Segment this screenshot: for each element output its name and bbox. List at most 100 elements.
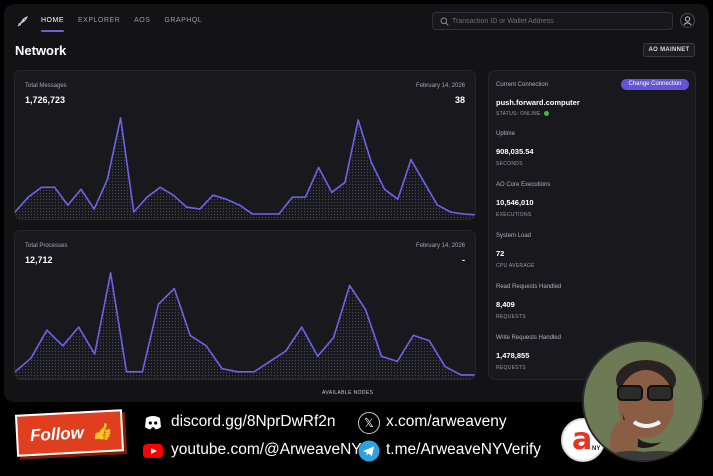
discord-link[interactable]: discord.gg/8NprDwRf2n <box>171 413 336 430</box>
messages-chart-point-1[interactable] <box>27 196 29 198</box>
processes-chart-point-0[interactable] <box>15 371 16 373</box>
processes-chart-point-19[interactable] <box>316 355 319 357</box>
messages-chart-point-13[interactable] <box>185 206 188 208</box>
messages-chart-point-16[interactable] <box>225 198 227 200</box>
messages-chart-point-18[interactable] <box>251 213 254 215</box>
x-icon: 𝕏 <box>358 412 380 434</box>
processes-chart-point-2[interactable] <box>46 329 48 331</box>
processes-chart-point-20[interactable] <box>332 336 335 339</box>
messages-chart-point-33[interactable] <box>449 211 452 213</box>
processes-card: Total Processes 12,712 February 14, 2026… <box>14 230 476 380</box>
user-account-button[interactable] <box>680 13 695 28</box>
messages-chart-point-25[interactable] <box>344 181 346 184</box>
messages-chart-point-21[interactable] <box>291 196 294 198</box>
messages-chart-point-22[interactable] <box>304 196 307 198</box>
messages-chart-point-9[interactable] <box>133 211 135 213</box>
messages-chart-point-28[interactable] <box>383 188 386 191</box>
nav-graphql[interactable]: GRAPHQL <box>164 17 203 24</box>
processes-chart-point-26[interactable] <box>428 339 431 342</box>
processes-chart-point-13[interactable] <box>221 367 223 370</box>
stat-executions-unit: EXECUTIONS <box>496 212 532 218</box>
messages-chart-point-20[interactable] <box>278 213 280 215</box>
telegram-link[interactable]: t.me/ArweaveNYVerify <box>386 441 542 458</box>
processes-chart-point-24[interactable] <box>396 360 399 363</box>
messages-chart-point-3[interactable] <box>53 186 56 189</box>
messages-chart-point-12[interactable] <box>172 194 175 196</box>
messages-chart-point-8[interactable] <box>119 117 122 119</box>
messages-chart-point-34[interactable] <box>463 213 465 215</box>
nav-explorer[interactable]: EXPLORER <box>78 17 121 24</box>
messages-chart-point-17[interactable] <box>238 204 241 206</box>
processes-chart-point-17[interactable] <box>285 350 287 352</box>
processes-chart-point-3[interactable] <box>62 345 64 347</box>
processes-chart-point-15[interactable] <box>253 371 255 373</box>
discord-icon <box>145 416 161 430</box>
processes-chart-point-7[interactable] <box>125 371 128 373</box>
nav-aos[interactable]: AOS <box>134 17 151 24</box>
messages-chart-point-31[interactable] <box>423 181 426 184</box>
messages-chart-point-27[interactable] <box>370 161 373 164</box>
processes-chart-point-14[interactable] <box>237 371 239 373</box>
messages-chart-point-32[interactable] <box>436 204 439 206</box>
messages-chart-point-11[interactable] <box>159 186 161 189</box>
messages-daily-value: 38 <box>454 95 465 105</box>
search-input[interactable] <box>452 15 662 27</box>
processes-chart-point-12[interactable] <box>205 345 207 347</box>
messages-chart-point-24[interactable] <box>331 191 333 194</box>
messages-chart-point-4[interactable] <box>67 204 69 206</box>
messages-chart-area <box>15 118 475 219</box>
processes-chart-point-23[interactable] <box>380 355 383 357</box>
messages-chart-point-2[interactable] <box>40 186 43 189</box>
processes-chart-point-22[interactable] <box>364 308 367 311</box>
processes-chart-point-21[interactable] <box>348 284 351 287</box>
processes-chart-point-25[interactable] <box>412 334 415 337</box>
rocket-logo-icon[interactable] <box>16 16 28 28</box>
processes-chart-point-6[interactable] <box>109 272 112 274</box>
search-box <box>432 12 673 30</box>
messages-chart-point-0[interactable] <box>15 211 16 213</box>
connection-label: Current Connection <box>496 82 549 88</box>
network-select-button[interactable]: AO MAINNET <box>643 43 695 57</box>
processes-chart-point-28[interactable] <box>460 374 462 376</box>
logo-sub: NY <box>592 446 601 452</box>
processes-chart-point-11[interactable] <box>189 334 191 337</box>
messages-chart-point-6[interactable] <box>93 208 95 210</box>
stat-executions-key: AO Core Executions <box>496 182 551 188</box>
youtube-link[interactable]: youtube.com/@ArweaveNY <box>171 441 362 458</box>
messages-chart-point-15[interactable] <box>212 194 214 196</box>
processes-daily-value: - <box>462 255 465 265</box>
messages-chart-point-23[interactable] <box>317 166 320 169</box>
processes-chart-point-10[interactable] <box>173 287 176 290</box>
change-connection-button[interactable]: Change Connection <box>621 79 689 90</box>
messages-chart[interactable] <box>15 114 476 219</box>
messages-chart-point-14[interactable] <box>199 208 201 210</box>
processes-chart-point-8[interactable] <box>141 371 144 373</box>
stat-write-key: Write Requests Handled <box>496 335 561 341</box>
messages-total: 1,726,723 <box>25 95 66 105</box>
processes-chart-point-18[interactable] <box>301 326 303 328</box>
stat-load-unit: CPU AVERAGE <box>496 263 535 269</box>
messages-chart-point-26[interactable] <box>357 119 360 121</box>
messages-chart-point-5[interactable] <box>80 188 82 191</box>
messages-chart-point-29[interactable] <box>397 198 399 200</box>
x-link[interactable]: x.com/arweaveny <box>386 413 507 430</box>
messages-chart-point-19[interactable] <box>265 213 267 215</box>
nav-home[interactable]: HOME <box>41 17 64 32</box>
stat-executions-value: 10,546,010 <box>496 198 534 207</box>
processes-chart-point-4[interactable] <box>77 326 80 328</box>
processes-chart-series-line <box>15 272 475 376</box>
processes-chart-point-9[interactable] <box>157 303 160 305</box>
processes-chart-point-1[interactable] <box>30 357 32 360</box>
processes-chart[interactable] <box>15 269 476 379</box>
messages-chart-point-7[interactable] <box>106 178 109 181</box>
processes-chart-point-16[interactable] <box>269 360 271 363</box>
available-nodes-heading: AVAILABLE NODES <box>322 390 374 396</box>
follow-text: Follow <box>29 423 85 446</box>
processes-label: Total Processes <box>25 243 68 249</box>
messages-chart-point-30[interactable] <box>410 158 412 161</box>
processes-chart-point-27[interactable] <box>444 365 446 368</box>
messages-chart-point-10[interactable] <box>146 196 148 198</box>
main-nav: HOME EXPLORER AOS GRAPHQL <box>41 17 203 32</box>
follow-badge[interactable]: Follow 👍 <box>14 409 125 457</box>
processes-chart-point-5[interactable] <box>93 353 96 355</box>
